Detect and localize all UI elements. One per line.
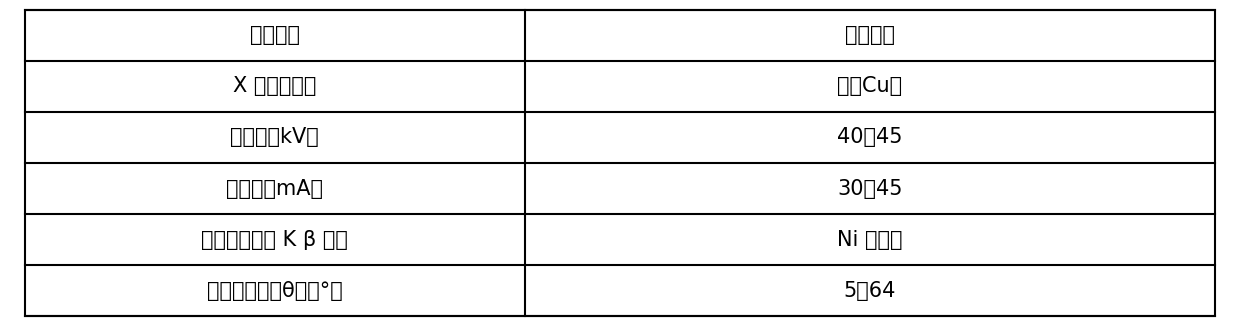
Text: 5～64: 5～64 (843, 281, 897, 301)
Text: 扫描范围（２θ）（°）: 扫描范围（２θ）（°） (207, 281, 342, 301)
Text: X 射线对阴极: X 射线对阴极 (233, 76, 316, 96)
Text: 检测条件: 检测条件 (844, 25, 895, 45)
Text: 管电压（kV）: 管电压（kV） (231, 127, 319, 147)
Text: 单色器（去除 K β 线）: 单色器（去除 K β 线） (201, 230, 348, 250)
Text: 管电流（mA）: 管电流（mA） (226, 179, 324, 199)
Text: Ni 过滤器: Ni 过滤器 (837, 230, 903, 250)
Text: 30～45: 30～45 (837, 179, 903, 199)
Text: 铜（Cu）: 铜（Cu） (837, 76, 903, 96)
Text: 设定项目: 设定项目 (249, 25, 300, 45)
Text: 40～45: 40～45 (837, 127, 903, 147)
